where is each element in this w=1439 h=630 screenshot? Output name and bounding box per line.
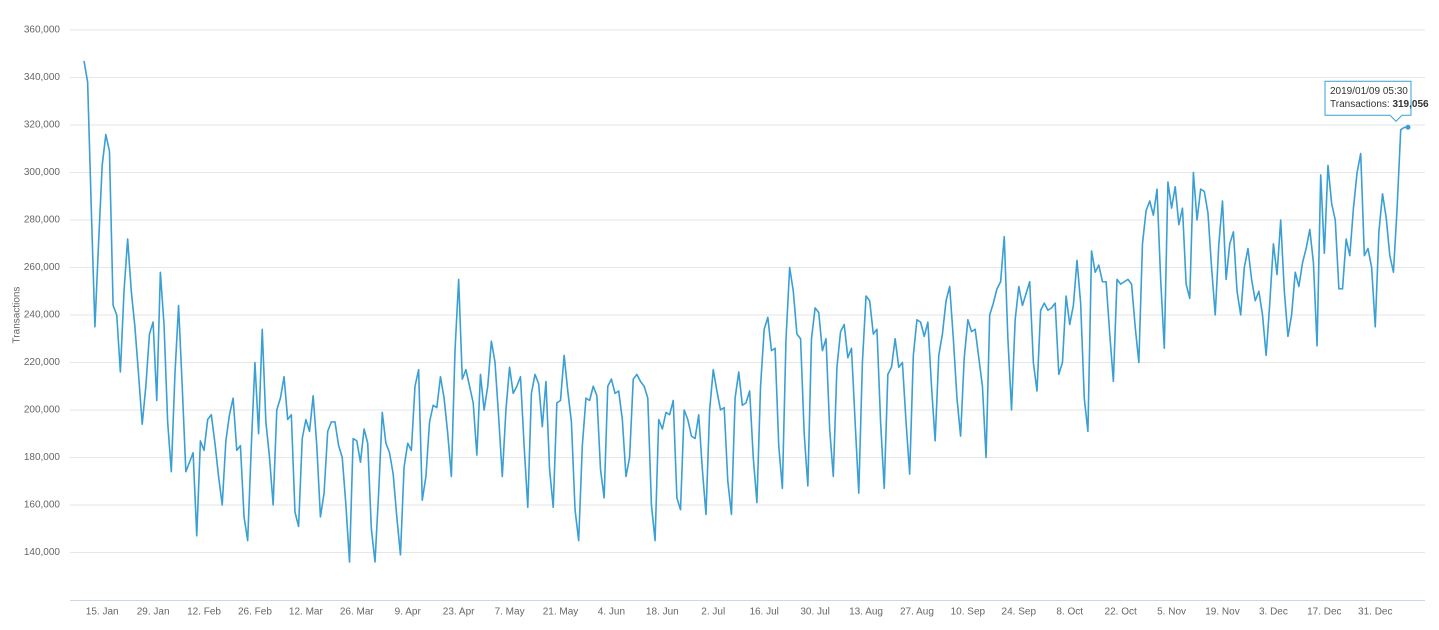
- x-tick-label: 19. Nov: [1205, 607, 1239, 618]
- x-tick-label: 18. Jun: [646, 607, 679, 618]
- x-tick-label: 12. Feb: [187, 607, 221, 618]
- x-tick-label: 27. Aug: [900, 607, 934, 618]
- tooltip: 2019/01/09 05:30 Transactions: 319,056: [1324, 80, 1429, 122]
- x-tick-label: 13. Aug: [849, 607, 883, 618]
- x-tick-label: 4. Jun: [598, 607, 625, 618]
- x-tick-label: 24. Sep: [1002, 607, 1037, 618]
- x-tick-label: 17. Dec: [1307, 607, 1341, 618]
- y-axis-title: Transactions: [12, 287, 23, 344]
- x-tick-label: 10. Sep: [951, 607, 986, 618]
- y-tick-label: 340,000: [24, 72, 61, 83]
- x-tick-label: 26. Mar: [340, 607, 375, 618]
- tooltip-box: [1324, 80, 1412, 122]
- x-tick-label: 8. Oct: [1056, 607, 1083, 618]
- y-tick-label: 260,000: [24, 262, 61, 273]
- y-tick-label: 180,000: [24, 452, 61, 463]
- y-tick-label: 360,000: [24, 25, 61, 36]
- tooltip-body: Transactions: 319,056: [1330, 99, 1429, 110]
- tooltip-series-name: Transactions: [1330, 99, 1387, 110]
- x-tick-label: 30. Jul: [800, 607, 829, 618]
- x-tick-label: 3. Dec: [1259, 607, 1288, 618]
- x-tick-label: 5. Nov: [1157, 607, 1186, 618]
- tooltip-value: 319,056: [1392, 99, 1429, 110]
- y-tick-label: 160,000: [24, 500, 61, 511]
- y-tick-label: 220,000: [24, 357, 61, 368]
- y-tick-label: 240,000: [24, 310, 61, 321]
- x-tick-label: 12. Mar: [289, 607, 324, 618]
- x-tick-label: 22. Oct: [1105, 607, 1137, 618]
- y-tick-label: 280,000: [24, 215, 61, 226]
- y-tick-label: 140,000: [24, 547, 61, 558]
- tooltip-title: 2019/01/09 05:30: [1330, 86, 1408, 97]
- x-tick-label: 2. Jul: [701, 607, 725, 618]
- y-tick-label: 200,000: [24, 405, 61, 416]
- y-tick-label: 300,000: [24, 167, 61, 178]
- x-tick-label: 15. Jan: [86, 607, 119, 618]
- x-tick-label: 21. May: [543, 607, 579, 618]
- line: [83, 60, 1409, 563]
- x-tick-label: 16. Jul: [749, 607, 778, 618]
- x-tick-label: 23. Apr: [443, 607, 475, 618]
- hover-point: [1405, 124, 1411, 130]
- x-tick-label: 26. Feb: [238, 607, 272, 618]
- x-tick-label: 29. Jan: [137, 607, 170, 618]
- y-tick-label: 320,000: [24, 120, 61, 131]
- x-tick-label: 31. Dec: [1358, 607, 1392, 618]
- x-tick-label: 9. Apr: [395, 607, 422, 618]
- x-tick-label: 7. May: [495, 607, 525, 618]
